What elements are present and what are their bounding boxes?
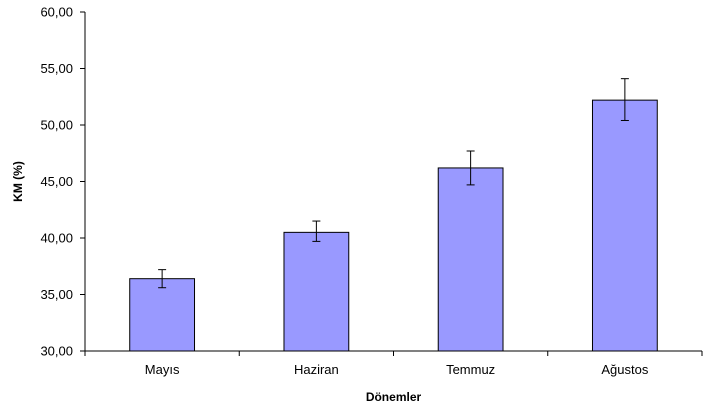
y-tick-label: 45,00 bbox=[40, 174, 73, 189]
bars bbox=[129, 99, 658, 352]
bar bbox=[129, 278, 196, 352]
y-tick-label: 40,00 bbox=[40, 231, 73, 246]
bar bbox=[437, 167, 504, 352]
error-bars bbox=[158, 78, 629, 289]
x-tick-label: Temmuz bbox=[446, 362, 495, 377]
x-tick-label: Ağustos bbox=[601, 362, 648, 377]
y-axis-ticks: 30,00 35,00 40,00 45,00 50,00 55,00 60,00 bbox=[40, 5, 85, 359]
y-axis-title: KM (%) bbox=[11, 161, 25, 202]
y-tick-label: 60,00 bbox=[40, 5, 73, 20]
x-tick-label: Mayıs bbox=[145, 362, 180, 377]
y-tick-label: 35,00 bbox=[40, 287, 73, 302]
bar bbox=[283, 231, 350, 352]
x-tick-label: Haziran bbox=[294, 362, 339, 377]
y-tick-label: 55,00 bbox=[40, 61, 73, 76]
bar bbox=[591, 99, 658, 352]
x-axis-title: Dönemler bbox=[366, 390, 422, 404]
x-axis-ticks: Mayıs Haziran Temmuz Ağustos bbox=[84, 351, 703, 377]
y-tick-label: 50,00 bbox=[40, 118, 73, 133]
y-tick-label: 30,00 bbox=[40, 344, 73, 359]
